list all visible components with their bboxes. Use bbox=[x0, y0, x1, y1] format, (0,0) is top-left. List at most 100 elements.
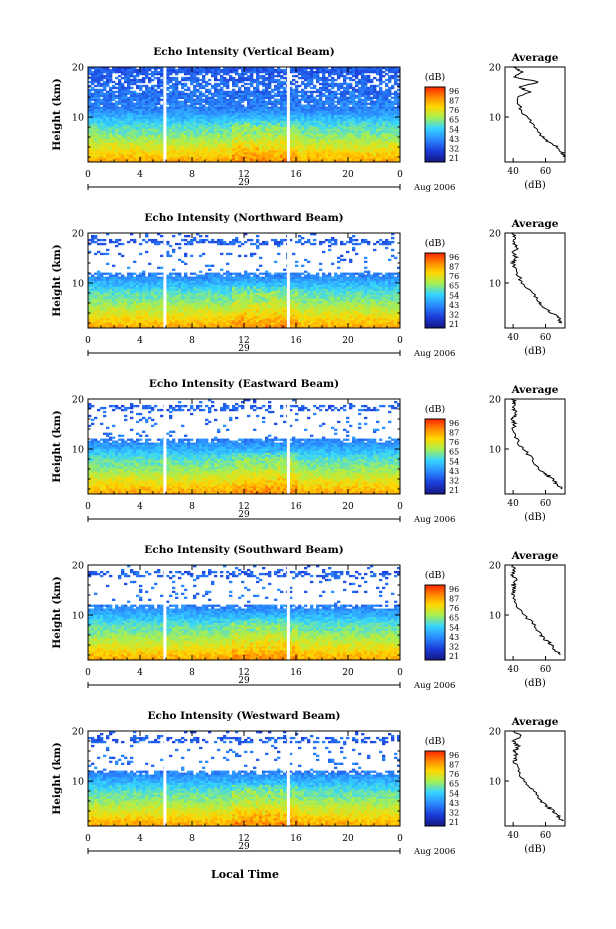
heatmap-cell bbox=[370, 152, 374, 155]
heatmap-cell bbox=[301, 80, 305, 84]
heatmap-cell bbox=[157, 124, 161, 127]
heatmap-cell bbox=[283, 120, 287, 123]
heatmap-cell bbox=[157, 112, 161, 115]
heatmap-cell bbox=[304, 146, 308, 149]
heatmap-cell bbox=[127, 132, 131, 135]
heatmap-cell bbox=[313, 138, 317, 141]
heatmap-cell bbox=[358, 138, 362, 141]
heatmap-cell bbox=[340, 148, 344, 151]
heatmap-cell bbox=[262, 132, 266, 135]
heatmap-cell bbox=[337, 142, 341, 145]
heatmap-cell bbox=[169, 144, 173, 147]
heatmap-cell bbox=[391, 142, 395, 145]
heatmap-cell bbox=[301, 150, 305, 153]
heatmap-cell bbox=[343, 138, 347, 141]
heatmap-cell bbox=[238, 148, 242, 151]
heatmap-cell bbox=[394, 142, 398, 145]
heatmap-cell bbox=[223, 142, 227, 145]
heatmap-cell bbox=[385, 154, 389, 157]
heatmap-cell bbox=[250, 122, 254, 125]
heatmap-cell bbox=[106, 142, 110, 145]
heatmap-cell bbox=[130, 128, 134, 131]
heatmap-cell bbox=[178, 134, 182, 137]
heatmap-cell bbox=[388, 112, 392, 115]
heatmap-cell bbox=[196, 148, 200, 151]
heatmap-cell bbox=[394, 134, 398, 137]
heatmap-cell bbox=[214, 110, 218, 113]
heatmap-cell bbox=[229, 74, 233, 78]
heatmap-cell bbox=[214, 136, 218, 139]
heatmap-cell bbox=[100, 160, 104, 163]
heatmap-cell bbox=[295, 112, 299, 115]
heatmap-cell bbox=[205, 136, 209, 139]
heatmap-cell bbox=[349, 112, 353, 115]
heatmap-cell bbox=[391, 112, 395, 115]
heatmap-cell bbox=[136, 146, 140, 149]
heatmap-cell bbox=[232, 118, 236, 121]
heatmap-cell bbox=[349, 128, 353, 131]
heatmap-cell bbox=[361, 134, 365, 137]
heatmap-cell bbox=[115, 130, 119, 133]
heatmap-cell bbox=[124, 134, 128, 137]
heatmap-cell bbox=[211, 158, 215, 161]
heatmap-cell bbox=[337, 114, 341, 117]
heatmap-cell bbox=[145, 124, 149, 127]
heatmap-cell bbox=[214, 126, 218, 129]
heatmap-cell bbox=[289, 144, 293, 147]
heatmap-cell bbox=[382, 124, 386, 127]
heatmap-cell bbox=[388, 114, 392, 117]
heatmap-cell bbox=[211, 144, 215, 147]
heatmap-cell bbox=[208, 130, 212, 133]
heatmap-cell bbox=[220, 134, 224, 137]
heatmap-cell bbox=[154, 128, 158, 131]
heatmap-cell bbox=[127, 156, 131, 159]
heatmap-cell bbox=[88, 124, 92, 127]
heatmap-cell bbox=[262, 152, 266, 155]
heatmap-cell bbox=[112, 146, 116, 149]
heatmap-cell bbox=[238, 142, 242, 145]
heatmap-cell bbox=[169, 114, 173, 117]
heatmap-cell bbox=[106, 144, 110, 147]
heatmap-cell bbox=[247, 132, 251, 135]
heatmap-cell bbox=[391, 154, 395, 157]
heatmap-cell bbox=[244, 118, 248, 121]
heatmap-cell bbox=[148, 138, 152, 141]
heatmap-cell bbox=[388, 152, 392, 155]
heatmap-cell bbox=[289, 148, 293, 151]
heatmap-cell bbox=[283, 114, 287, 117]
heatmap-cell bbox=[370, 142, 374, 145]
heatmap-cell bbox=[133, 142, 137, 145]
heatmap-cell bbox=[265, 120, 269, 123]
heatmap-cell bbox=[292, 144, 296, 147]
heatmap-cell bbox=[298, 120, 302, 123]
heatmap-cell bbox=[262, 116, 266, 119]
heatmap-cell bbox=[142, 128, 146, 131]
heatmap-cell bbox=[106, 134, 110, 137]
heatmap-cell bbox=[319, 114, 323, 117]
heatmap-cell bbox=[154, 146, 158, 149]
heatmap-cell bbox=[247, 160, 251, 163]
heatmap-cell bbox=[106, 150, 110, 153]
heatmap-cell bbox=[244, 148, 248, 151]
heatmap-cell bbox=[310, 116, 314, 119]
heatmap-cell bbox=[289, 122, 293, 125]
heatmap-cell bbox=[196, 120, 200, 123]
heatmap-cell bbox=[202, 148, 206, 151]
heatmap-cell bbox=[268, 146, 272, 149]
heatmap-cell bbox=[229, 144, 233, 147]
heatmap-cell bbox=[379, 118, 383, 121]
heatmap-cell bbox=[277, 130, 281, 133]
heatmap-cell bbox=[133, 120, 137, 123]
heatmap-cell bbox=[382, 142, 386, 145]
heatmap-cell bbox=[391, 122, 395, 125]
heatmap-cell bbox=[364, 124, 368, 127]
heatmap-cell bbox=[343, 132, 347, 135]
heatmap-cell bbox=[118, 140, 122, 143]
heatmap-cell bbox=[391, 118, 395, 121]
heatmap-cell bbox=[235, 134, 239, 137]
heatmap-cell bbox=[325, 156, 329, 159]
heatmap-cell bbox=[319, 136, 323, 139]
heatmap-cell bbox=[145, 112, 149, 115]
heatmap-cell bbox=[259, 142, 263, 145]
heatmap-cell bbox=[106, 132, 110, 135]
